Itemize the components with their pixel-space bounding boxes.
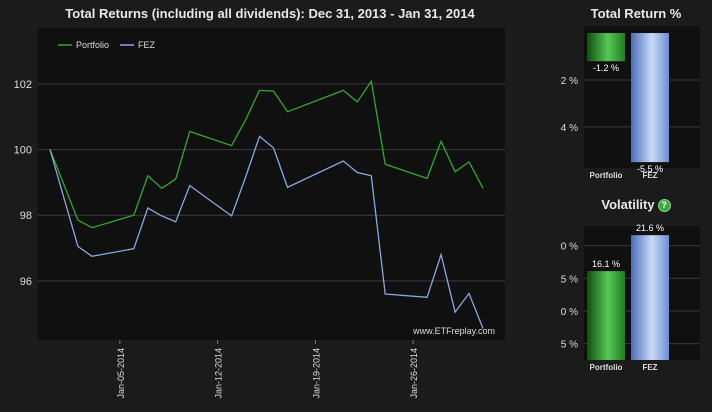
x-tick-label: Jan-26-2014 [409, 348, 419, 399]
bar-value-label: -1.2 % [593, 63, 619, 73]
series-line-portfolio [49, 79, 484, 229]
legend-label: Portfolio [76, 40, 109, 50]
x-tick-label: Jan-19-2014 [311, 348, 321, 399]
y-tick-label: 15 % [560, 274, 578, 285]
category-label: FEZ [642, 171, 657, 180]
series-line-fez [49, 135, 484, 329]
bar-fez [631, 235, 669, 360]
watermark: www.ETFreplay.com [412, 326, 495, 336]
total-return-bar-chart: -2 % -4 % -1.2 % Portfolio -5.5 %FEZ [560, 26, 700, 180]
y-tick-label: 20 % [560, 242, 578, 253]
category-label: FEZ [642, 363, 657, 372]
legend: Portfolio FEZ [58, 40, 156, 50]
main-chart-title: Total Returns (including all dividends):… [65, 6, 475, 21]
y-tick-label: 96 [20, 276, 32, 288]
plot-area [38, 28, 505, 340]
y-tick-label: 5 % [561, 340, 578, 351]
bar-value-label: -5.5 % [637, 164, 663, 174]
bar-portfolio [587, 271, 625, 360]
total-returns-line-chart: 96 98 100 102 Jan-05-2014 Jan-12-2014 Jan-19-2… [14, 28, 505, 399]
y-tick-label: -4 % [560, 123, 578, 134]
y-tick-label: 98 [20, 210, 32, 222]
category-label: Portfolio [590, 363, 623, 372]
bar-portfolio [587, 33, 625, 62]
x-tick-label: Jan-12-2014 [214, 348, 224, 399]
help-icon[interactable]: ? [657, 199, 671, 213]
volatility-title: Volatility? [560, 197, 712, 213]
volatility-bar-chart: 5 % 10 % 15 % 20 % 16.1 % Portfolio 21.6 % FEZ [560, 223, 700, 372]
total-return-title: Total Return % [590, 6, 682, 21]
volatility-title-text: Volatility [601, 197, 655, 212]
y-tick-label: 10 % [560, 307, 578, 318]
category-label: Portfolio [590, 171, 623, 180]
bar-value-label: 21.6 % [636, 223, 664, 233]
y-tick-label: 102 [14, 79, 32, 91]
x-tick-label: Jan-05-2014 [116, 348, 126, 399]
y-tick-label: -2 % [560, 76, 578, 87]
legend-label: FEZ [138, 40, 156, 50]
bar-value-label: 16.1 % [592, 259, 620, 269]
bar-fez [631, 33, 669, 163]
y-tick-label: 100 [14, 145, 32, 157]
